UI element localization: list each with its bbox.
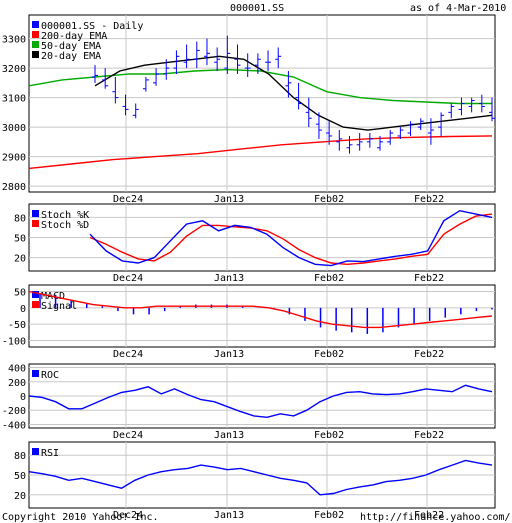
x-tick-label: Feb02 [314, 194, 344, 205]
legend-label: 200-day EMA [41, 31, 107, 42]
y-tick-label: 20 [14, 254, 26, 265]
legend-label: RSI [41, 448, 59, 459]
y-tick-label: 50 [14, 471, 26, 482]
legend-label: Stoch %D [41, 220, 89, 231]
y-tick-label: 0 [20, 304, 26, 315]
macd-panel [28, 284, 496, 348]
x-tick-label: Feb22 [414, 273, 444, 284]
x-tick-label: Jan13 [214, 510, 244, 521]
macd-signal-line [28, 290, 493, 329]
y-tick-label: 20 [14, 491, 26, 502]
chart-date: as of 4-Mar-2010 [410, 3, 506, 14]
x-tick-label: Feb02 [314, 349, 344, 360]
stoch-d-line [89, 213, 493, 266]
x-tick-label: Feb22 [414, 510, 444, 521]
x-tick-label: Dec24 [113, 510, 143, 521]
y-tick-label: 3200 [2, 64, 26, 75]
legend-swatch [32, 301, 39, 308]
legend-swatch [32, 31, 39, 38]
y-tick-label: 50 [14, 234, 26, 245]
y-tick-label: 3000 [2, 123, 26, 134]
legend-swatch [32, 370, 39, 377]
y-tick-label: -200 [2, 406, 26, 417]
x-tick-label: Dec24 [113, 273, 143, 284]
legend-swatch [32, 51, 39, 58]
ema200-line [28, 135, 493, 170]
x-tick-label: Dec24 [113, 430, 143, 441]
chart-symbol: 000001.SS [230, 3, 284, 14]
rsi-line [28, 459, 493, 496]
x-tick-label: Jan13 [214, 430, 244, 441]
y-tick-label: -400 [2, 420, 26, 431]
legend-swatch [32, 220, 39, 227]
x-tick-label: Feb02 [314, 510, 344, 521]
footer-url: http://finance.yahoo.com/ [360, 512, 511, 523]
y-tick-label: 3100 [2, 94, 26, 105]
ema50-line [28, 68, 492, 105]
y-tick-label: 400 [8, 364, 26, 375]
y-tick-label: -100 [2, 336, 26, 347]
legend-label: Stoch %K [41, 210, 89, 221]
x-tick-label: Dec24 [113, 194, 143, 205]
roc-line [28, 384, 493, 419]
legend-label: 50-day EMA [41, 41, 101, 52]
legend-label: 20-day EMA [41, 51, 101, 62]
legend-swatch [32, 210, 39, 217]
legend-swatch [32, 21, 39, 28]
y-tick-label: 2900 [2, 153, 26, 164]
y-tick-label: 0 [20, 392, 26, 403]
x-tick-label: Feb22 [414, 349, 444, 360]
legend-label: Signal [41, 301, 77, 312]
legend-swatch [32, 291, 39, 298]
x-tick-label: Dec24 [113, 349, 143, 360]
y-tick-label: -50 [8, 320, 26, 331]
x-tick-label: Jan13 [214, 194, 244, 205]
x-tick-label: Jan13 [214, 273, 244, 284]
y-tick-label: 80 [14, 213, 26, 224]
ema20-line [94, 55, 493, 131]
y-tick-label: 80 [14, 451, 26, 462]
legend-label: 000001.SS - Daily [41, 21, 143, 32]
x-tick-label: Feb02 [314, 273, 344, 284]
y-tick-label: 2800 [2, 182, 26, 193]
x-tick-label: Feb22 [414, 430, 444, 441]
y-tick-label: 200 [8, 378, 26, 389]
legend-label: ROC [41, 370, 59, 381]
legend-swatch [32, 41, 39, 48]
legend-swatch [32, 448, 39, 455]
stoch-k-line [89, 209, 493, 267]
footer-copyright: Copyright 2010 Yahoo! Inc. [2, 512, 159, 523]
y-tick-label: 3300 [2, 35, 26, 46]
y-tick-label: 50 [14, 288, 26, 299]
x-tick-label: Feb02 [314, 430, 344, 441]
price-panel [28, 14, 496, 193]
x-tick-label: Jan13 [214, 349, 244, 360]
x-tick-label: Feb22 [414, 194, 444, 205]
